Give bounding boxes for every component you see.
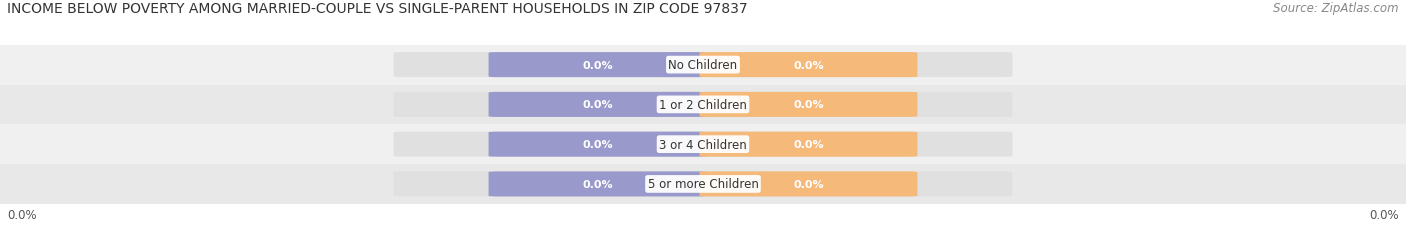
Text: 0.0%: 0.0% <box>582 100 613 110</box>
Text: 0.0%: 0.0% <box>582 140 613 149</box>
FancyBboxPatch shape <box>489 132 707 157</box>
Text: 5 or more Children: 5 or more Children <box>648 178 758 191</box>
FancyBboxPatch shape <box>394 53 1012 78</box>
FancyBboxPatch shape <box>394 92 1012 117</box>
FancyBboxPatch shape <box>394 172 1012 197</box>
Text: 1 or 2 Children: 1 or 2 Children <box>659 98 747 111</box>
Text: 3 or 4 Children: 3 or 4 Children <box>659 138 747 151</box>
Text: 0.0%: 0.0% <box>793 140 824 149</box>
Text: 0.0%: 0.0% <box>793 179 824 189</box>
FancyBboxPatch shape <box>700 53 917 78</box>
Text: 0.0%: 0.0% <box>1369 208 1399 221</box>
Text: 0.0%: 0.0% <box>793 60 824 70</box>
Bar <box>0 164 1406 204</box>
FancyBboxPatch shape <box>489 53 707 78</box>
Bar <box>0 85 1406 125</box>
Text: 0.0%: 0.0% <box>7 208 37 221</box>
FancyBboxPatch shape <box>394 132 1012 157</box>
FancyBboxPatch shape <box>700 92 917 117</box>
Text: 0.0%: 0.0% <box>793 100 824 110</box>
FancyBboxPatch shape <box>700 172 917 197</box>
Bar <box>0 46 1406 85</box>
Text: Source: ZipAtlas.com: Source: ZipAtlas.com <box>1274 2 1399 15</box>
Text: 0.0%: 0.0% <box>582 179 613 189</box>
Bar <box>0 125 1406 164</box>
FancyBboxPatch shape <box>700 132 917 157</box>
Text: INCOME BELOW POVERTY AMONG MARRIED-COUPLE VS SINGLE-PARENT HOUSEHOLDS IN ZIP COD: INCOME BELOW POVERTY AMONG MARRIED-COUPL… <box>7 2 748 16</box>
FancyBboxPatch shape <box>489 172 707 197</box>
FancyBboxPatch shape <box>489 92 707 117</box>
Text: 0.0%: 0.0% <box>582 60 613 70</box>
Text: No Children: No Children <box>668 59 738 72</box>
